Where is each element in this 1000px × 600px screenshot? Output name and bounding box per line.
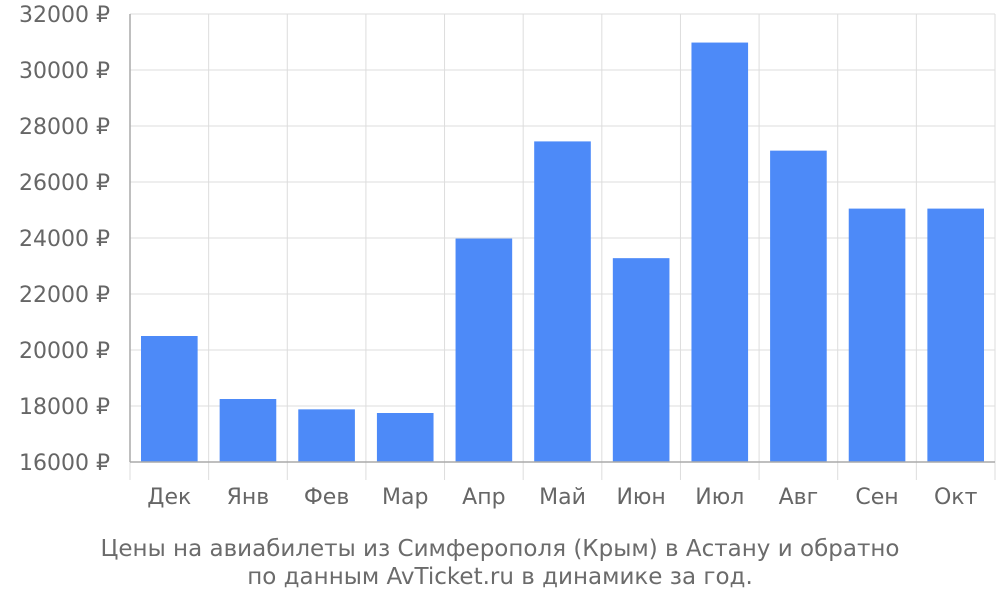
chart-caption-line-2: по данным AvTicket.ru в динамике за год. [247, 564, 753, 590]
y-tick-label: 30000 ₽ [19, 59, 110, 84]
y-tick-label: 22000 ₽ [19, 283, 110, 308]
y-tick-label: 26000 ₽ [19, 171, 110, 196]
x-tick-labels: Дек Янв Фев Мар Апр Май Июн Июл Авг Сен Окт [147, 485, 977, 510]
y-tick-label: 28000 ₽ [19, 115, 110, 140]
bar [612, 258, 670, 462]
y-tick-label: 24000 ₽ [19, 227, 110, 252]
y-tick-labels: 16000 ₽ 18000 ₽ 20000 ₽ 22000 ₽ 24000 ₽ 26000… [19, 3, 110, 476]
y-tick-label: 18000 ₽ [19, 395, 110, 420]
bar [927, 208, 984, 462]
bar [455, 238, 513, 462]
axes [129, 14, 996, 480]
y-tick-label: 16000 ₽ [19, 451, 110, 476]
x-tick-label: Дек [147, 485, 191, 510]
bar [219, 399, 277, 462]
bars [141, 42, 984, 463]
bar [691, 42, 749, 463]
bar [298, 409, 355, 462]
y-tick-label: 32000 ₽ [19, 3, 110, 28]
bar [770, 150, 827, 462]
x-tick-label: Мар [382, 485, 428, 510]
y-tick-label: 20000 ₽ [19, 339, 110, 364]
chart-caption-line-1: Цены на авиабилеты из Симферополя (Крым)… [100, 536, 900, 562]
x-tick-label: Фев [304, 485, 349, 510]
x-tick-label: Июн [616, 485, 665, 510]
x-tick-label: Авг [779, 485, 819, 510]
x-tick-label: Июл [695, 485, 744, 510]
x-tick-label: Янв [227, 485, 270, 510]
bar [376, 413, 434, 462]
bar [534, 141, 591, 462]
bar [141, 336, 198, 462]
x-tick-label: Сен [855, 485, 898, 510]
bar [848, 208, 906, 462]
x-tick-label: Апр [462, 485, 505, 510]
x-tick-label: Окт [934, 485, 978, 510]
x-tick-label: Май [539, 485, 586, 510]
